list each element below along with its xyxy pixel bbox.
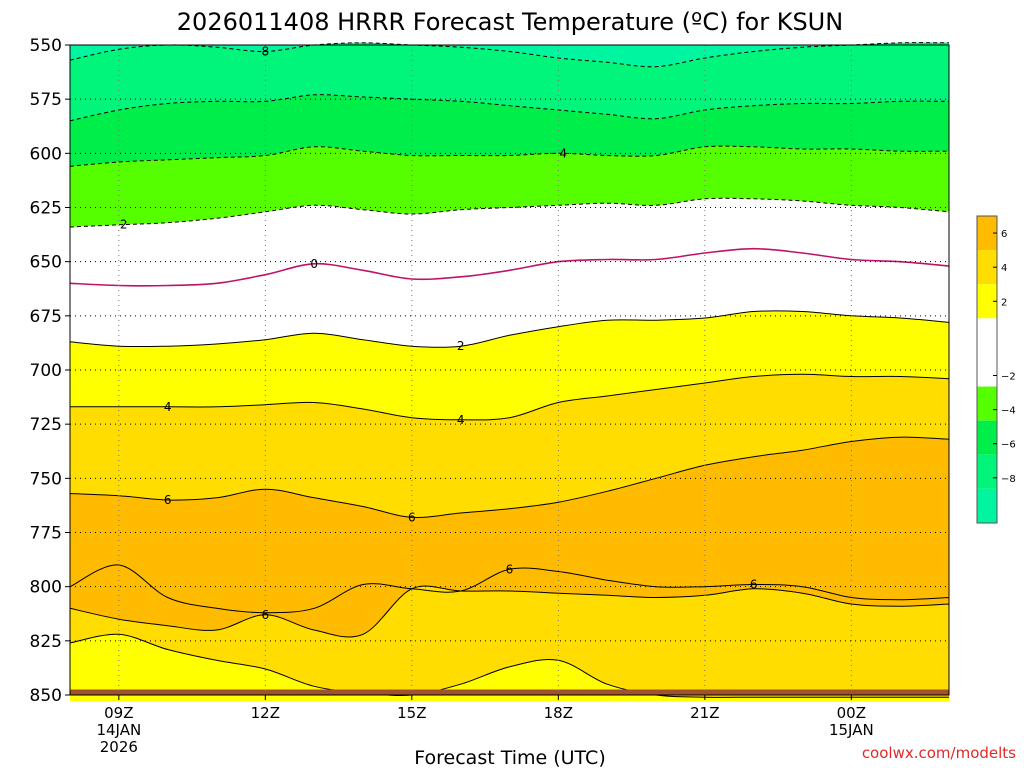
isotherm-line (69, 94, 950, 122)
ground-strip (70, 689, 949, 695)
colorbar-label: −8 (1001, 474, 1016, 485)
y-tick-label: 800 (30, 578, 62, 598)
colorbar-swatch (977, 318, 997, 387)
isotherm-line (69, 564, 950, 614)
temperature-band (70, 42, 949, 121)
y-tick-label: 550 (30, 36, 62, 56)
colorbar-label: 4 (1001, 263, 1007, 274)
x-tick-label: 12Z (251, 704, 280, 722)
colorbar: 6 4 2 −2 −4 −6 −8 (976, 215, 1016, 524)
colorbar-swatch (977, 250, 997, 285)
x-tick-label: 09Z (104, 704, 133, 722)
x-tick-label: 2026 (100, 738, 138, 756)
y-tick-label: 700 (30, 361, 62, 381)
x-tick-label: 14JAN (96, 721, 141, 739)
x-tick-label: 21Z (690, 704, 719, 722)
isotherm-line (69, 197, 950, 228)
isotherm-label: 4 (164, 400, 172, 414)
y-tick-label: 600 (30, 144, 62, 164)
temperature-fill-layer (70, 42, 949, 702)
y-tick-label: 575 (30, 90, 62, 110)
pressure-axis: 550 575 600 625 650 675 700 725 750 775 800 825 850 (30, 36, 70, 706)
isotherm-line (69, 310, 950, 348)
temperature-band (70, 42, 949, 67)
isotherm-label: 6 (164, 493, 172, 507)
x-tick-label: 15JAN (829, 721, 874, 739)
isotherm-label: 0 (310, 257, 318, 271)
isotherm-label: 2 (120, 218, 128, 232)
colorbar-swatch (977, 386, 997, 421)
x-axis-label: Forecast Time (UTC) (414, 747, 605, 768)
isotherm-label: 6 (750, 578, 758, 592)
temperature-band (70, 437, 949, 613)
isotherm-line (69, 633, 949, 698)
grid-layer (70, 45, 949, 695)
credit-text[interactable]: coolwx.com/modelts (862, 744, 1016, 762)
temperature-band (70, 564, 949, 638)
colorbar-label: −6 (1001, 440, 1016, 451)
temperature-band (70, 94, 949, 167)
colorbar-label: 6 (1001, 229, 1007, 240)
isotherm-label: 4 (457, 413, 465, 427)
temperature-band (70, 248, 949, 348)
chart-title: 2026011408 HRRR Forecast Temperature (ºC… (177, 8, 843, 36)
ground-layer (70, 689, 949, 695)
y-tick-label: 650 (30, 253, 62, 273)
isotherm-labels-layer: 8 4 2 0 2 4 4 6 6 6 6 6 (120, 45, 758, 622)
isotherm-label: 2 (457, 339, 465, 353)
temperature-band (70, 198, 949, 286)
colorbar-label: −2 (1001, 372, 1016, 383)
y-tick-label: 725 (30, 415, 62, 435)
isotherm-label: 6 (506, 562, 514, 576)
y-tick-label: 625 (30, 199, 62, 219)
colorbar-swatch (977, 284, 997, 319)
isotherm-line (69, 42, 950, 68)
y-tick-label: 750 (30, 469, 62, 489)
y-tick-label: 675 (30, 307, 62, 327)
temperature-band (70, 634, 949, 702)
isotherm-line (70, 373, 950, 421)
isotherm-label: 6 (262, 608, 270, 622)
y-tick-label: 850 (30, 686, 62, 706)
x-tick-label: 18Z (544, 704, 573, 722)
temperature-band (70, 374, 949, 518)
temperature-band (70, 146, 949, 227)
colorbar-frame (976, 215, 998, 524)
x-tick-label: 00Z (837, 704, 866, 722)
colorbar-swatch (977, 488, 997, 523)
isotherm-label: 4 (559, 147, 567, 161)
isotherm-label: 8 (262, 45, 270, 59)
x-tick-label: 15Z (397, 704, 426, 722)
colorbar-swatch (977, 216, 997, 251)
colorbar-swatch (977, 420, 997, 455)
y-tick-label: 825 (30, 632, 62, 652)
isotherm-line (69, 585, 950, 638)
isotherm-line (69, 145, 950, 167)
colorbar-label: −4 (1001, 406, 1016, 417)
y-tick-label: 775 (30, 524, 62, 544)
temperature-band (70, 310, 949, 420)
isotherm-label: 6 (408, 510, 416, 524)
colorbar-swatch (977, 454, 997, 489)
temperature-band (70, 586, 949, 698)
isotherm-lines-layer (69, 42, 950, 698)
isotherm-line (69, 436, 950, 518)
colorbar-label: 2 (1001, 297, 1007, 308)
isotherm-line (69, 247, 950, 287)
